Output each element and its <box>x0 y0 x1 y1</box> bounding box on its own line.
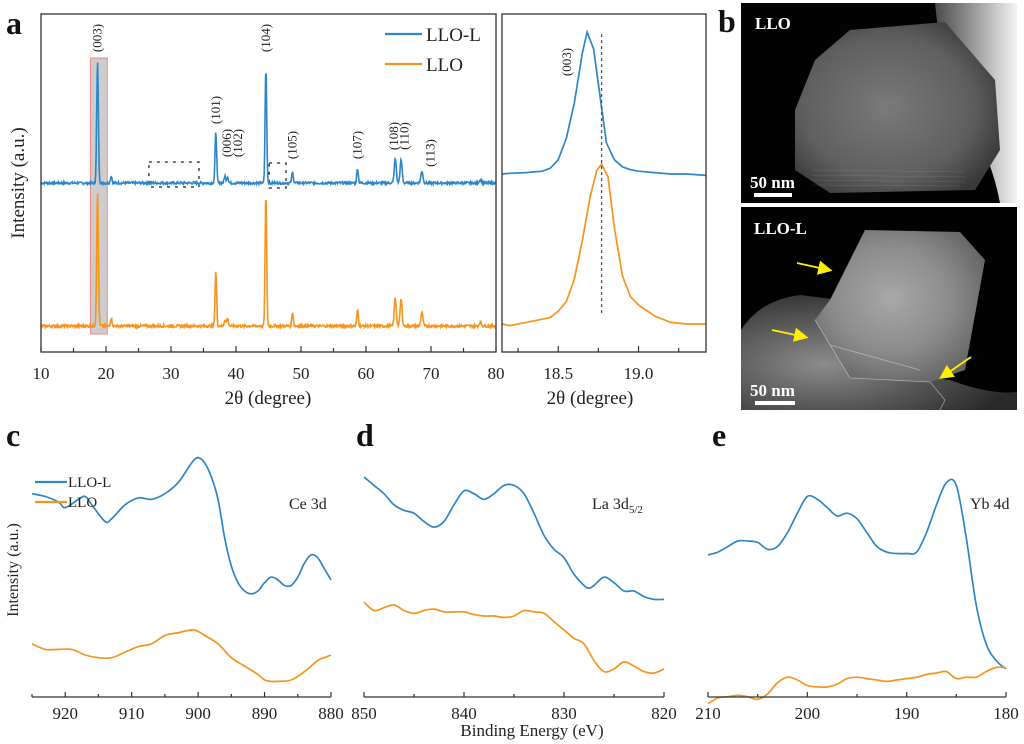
miller-index-label: (108) <box>386 122 401 150</box>
panel-a: a 10 20 30 40 50 60 70 80 (003)(101)(006)(102)(… <box>6 5 707 409</box>
scalebar-label-top: 50 nm <box>750 173 795 192</box>
xps-panel-e: 210 200 190 180 <box>695 478 1019 723</box>
tick-label: 20 <box>98 364 115 383</box>
series-line-llo <box>501 162 706 327</box>
core-level-label-yb: Yb 4d <box>970 496 1010 513</box>
miller-index-label: (107) <box>350 131 365 159</box>
tick-label: 850 <box>351 704 377 723</box>
dotted-box <box>148 161 200 188</box>
legend-label-llo: LLO <box>426 55 463 76</box>
scalebar-top <box>754 193 792 197</box>
tick-label: 820 <box>651 704 677 723</box>
miller-index-label: (102) <box>230 129 245 157</box>
tick-label: 180 <box>993 704 1019 723</box>
tick-label: 80 <box>488 364 505 383</box>
legend-label-llo-l: LLO-L <box>426 25 481 46</box>
series-line-llo-l <box>363 476 665 601</box>
arrow-icon <box>796 260 833 275</box>
panel-label-d: d <box>356 417 374 453</box>
series-line-llo <box>40 193 497 331</box>
plot-frame-a-zoom <box>501 13 707 353</box>
tick-label: 910 <box>119 704 145 723</box>
core-level-la-main: La 3d <box>592 496 629 513</box>
miller-index-label: (113) <box>422 139 437 167</box>
series-line-llo <box>707 666 1007 705</box>
tick-label: 210 <box>695 704 721 723</box>
scalebar-bottom <box>755 401 795 405</box>
panel-b: b LLO 50 nm LLO-L <box>718 3 1017 411</box>
series-line-llo <box>363 601 665 675</box>
tick-label: 50 <box>293 364 310 383</box>
panel-label-e: e <box>712 417 726 453</box>
tick-label: 920 <box>52 704 78 723</box>
xps-panel-c: 920 910 900 890 880 <box>31 456 344 723</box>
tem-image-llo: LLO 50 nm <box>741 3 1017 203</box>
tick-label: 19.0 <box>624 364 654 383</box>
tick-label: 70 <box>423 364 440 383</box>
y-axis-label-c: Intensity (a.u.) <box>5 523 22 617</box>
tem-label-llo: LLO <box>755 14 791 33</box>
dotted-box <box>268 162 287 189</box>
arrow-icon <box>939 356 972 380</box>
tick-label: 840 <box>451 704 477 723</box>
core-level-label-ce: Ce 3d <box>289 496 327 513</box>
core-level-label-la: La 3d5/2 <box>592 496 643 516</box>
xrd-lines <box>40 62 497 331</box>
yellow-arrows <box>771 260 972 380</box>
x-axis-ticks-a-zoom: 18.5 19.0 <box>517 346 680 383</box>
highlight-region-003 <box>89 57 108 335</box>
y-axis-label-a: Intensity (a.u.) <box>8 127 29 238</box>
legend-label-llo-l: LLO-L <box>68 475 111 491</box>
legend-c: LLO-L LLO <box>35 475 111 511</box>
tick-label: 40 <box>228 364 245 383</box>
tick-label: 880 <box>318 704 344 723</box>
tick-label: 190 <box>894 704 920 723</box>
miller-index-label: (003) <box>90 24 105 52</box>
panel-label-b: b <box>718 3 736 39</box>
tem-image-llo-l: LLO-L 50 nm <box>741 207 1017 411</box>
annotation-003-zoom: (003) <box>559 48 574 76</box>
tick-label: 890 <box>252 704 278 723</box>
tick-label: 830 <box>551 704 577 723</box>
dotted-boxes <box>148 161 287 189</box>
series-line-llo-l <box>40 62 497 188</box>
series-line-llo-l <box>31 456 332 595</box>
x-axis-label-a-zoom: 2θ (degree) <box>547 388 634 409</box>
tick-label: 200 <box>795 704 821 723</box>
core-level-la-sub: 5/2 <box>629 504 643 516</box>
panel-label-c: c <box>6 417 20 453</box>
series-line-llo <box>31 629 332 683</box>
miller-index-label: (101) <box>208 96 223 124</box>
legend-a: LLO-L LLO <box>385 25 481 76</box>
tem-label-llo-l: LLO-L <box>754 219 807 238</box>
arrow-icon <box>771 327 809 342</box>
x-axis-label-a: 2θ (degree) <box>225 388 312 409</box>
tick-label: 18.5 <box>543 364 573 383</box>
scalebar-label-bottom: 50 nm <box>750 381 795 400</box>
xrd-zoom-lines <box>501 29 707 327</box>
miller-index-label: (110) <box>396 122 411 150</box>
legend-label-llo: LLO <box>68 495 97 511</box>
miller-index-label: (104) <box>258 24 273 52</box>
x-axis-ticks-a: 10 20 30 40 50 60 70 80 <box>33 346 505 383</box>
miller-index-label: (006) <box>219 129 234 157</box>
series-line-llo-l <box>501 29 707 177</box>
tick-label: 60 <box>358 364 375 383</box>
tick-label: 30 <box>163 364 180 383</box>
miller-index-labels: (003) (101) (006)(102) (104) (105) (107) (108)… <box>90 24 438 167</box>
panel-label-a: a <box>6 5 22 41</box>
series-line-llo-l <box>707 478 1007 670</box>
tick-label: 900 <box>185 704 211 723</box>
xps-panel-d: 850 840 830 820 <box>351 476 677 723</box>
tick-label: 10 <box>33 364 50 383</box>
miller-index-label: (105) <box>285 131 300 159</box>
x-axis-label-binding-energy: Binding Energy (eV) <box>460 721 603 740</box>
